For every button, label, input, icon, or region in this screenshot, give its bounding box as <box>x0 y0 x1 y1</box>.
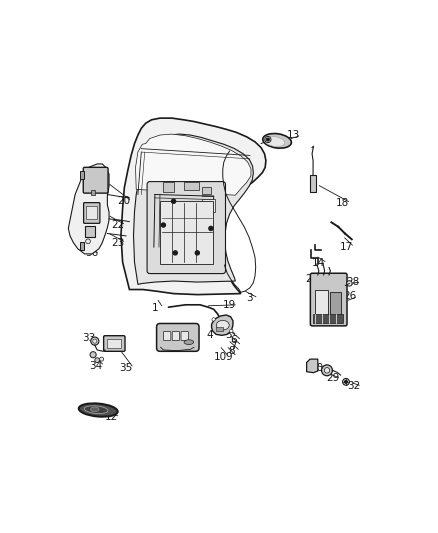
FancyBboxPatch shape <box>84 203 100 223</box>
Text: 36: 36 <box>85 248 98 258</box>
FancyBboxPatch shape <box>181 332 188 341</box>
Ellipse shape <box>85 406 108 414</box>
Text: 29: 29 <box>326 374 339 383</box>
Bar <box>80 242 84 251</box>
Circle shape <box>343 378 350 385</box>
Bar <box>92 190 95 195</box>
Circle shape <box>161 223 166 227</box>
Bar <box>86 206 97 219</box>
Text: 35: 35 <box>119 364 132 373</box>
Bar <box>310 175 316 192</box>
Circle shape <box>345 381 347 383</box>
FancyBboxPatch shape <box>83 167 108 193</box>
Bar <box>160 201 212 264</box>
Bar <box>163 182 173 192</box>
Polygon shape <box>68 164 109 254</box>
Text: 26: 26 <box>343 292 356 301</box>
Text: 23: 23 <box>111 238 124 248</box>
Ellipse shape <box>263 133 291 148</box>
Circle shape <box>90 352 96 358</box>
Text: 22: 22 <box>111 220 124 230</box>
Ellipse shape <box>91 407 99 411</box>
Text: 11: 11 <box>175 334 189 344</box>
Text: 20: 20 <box>117 196 130 206</box>
Text: 30: 30 <box>310 362 323 373</box>
Text: 3: 3 <box>247 293 253 303</box>
Text: 8: 8 <box>229 346 235 357</box>
Bar <box>184 182 199 190</box>
Bar <box>202 187 211 195</box>
Circle shape <box>95 358 99 362</box>
Bar <box>315 289 328 318</box>
Text: 34: 34 <box>89 361 103 371</box>
Circle shape <box>195 251 199 255</box>
Bar <box>107 340 121 348</box>
FancyBboxPatch shape <box>104 336 125 351</box>
Text: 27: 27 <box>305 273 319 284</box>
Text: 9: 9 <box>225 352 232 362</box>
Text: 10: 10 <box>214 352 227 362</box>
Polygon shape <box>121 118 266 295</box>
Text: 28: 28 <box>346 277 360 287</box>
Circle shape <box>93 339 97 343</box>
Circle shape <box>265 136 271 142</box>
Polygon shape <box>135 134 251 195</box>
Bar <box>330 292 341 316</box>
Text: 12: 12 <box>105 412 118 422</box>
Circle shape <box>209 227 213 230</box>
Circle shape <box>172 199 176 203</box>
Circle shape <box>99 357 104 361</box>
FancyBboxPatch shape <box>172 332 180 341</box>
Ellipse shape <box>216 320 229 330</box>
Bar <box>314 314 343 323</box>
Circle shape <box>212 318 215 321</box>
Text: 13: 13 <box>286 130 300 140</box>
Circle shape <box>267 138 269 141</box>
Bar <box>80 171 84 179</box>
Circle shape <box>173 251 177 255</box>
Text: 19: 19 <box>223 300 236 310</box>
Text: 6: 6 <box>230 335 237 345</box>
Circle shape <box>324 368 330 373</box>
Bar <box>85 226 95 237</box>
Text: 4: 4 <box>206 330 213 341</box>
FancyBboxPatch shape <box>163 332 171 341</box>
Polygon shape <box>212 315 233 335</box>
Ellipse shape <box>265 136 285 147</box>
Polygon shape <box>307 359 318 373</box>
FancyBboxPatch shape <box>156 324 199 351</box>
Text: 33: 33 <box>82 333 95 343</box>
Circle shape <box>86 239 90 244</box>
Circle shape <box>91 337 99 345</box>
Text: 17: 17 <box>339 242 353 252</box>
Text: 5: 5 <box>225 330 232 341</box>
Circle shape <box>347 281 352 286</box>
Text: 14: 14 <box>312 258 325 268</box>
Text: 7: 7 <box>230 341 237 351</box>
Ellipse shape <box>184 340 194 344</box>
Ellipse shape <box>79 403 118 417</box>
Text: 18: 18 <box>336 198 349 208</box>
Circle shape <box>230 329 233 333</box>
Text: 36: 36 <box>81 177 95 188</box>
Circle shape <box>321 365 332 376</box>
Bar <box>216 327 223 331</box>
Text: 1: 1 <box>152 303 158 313</box>
Polygon shape <box>134 134 253 285</box>
Bar <box>202 199 215 212</box>
FancyBboxPatch shape <box>147 182 226 273</box>
FancyBboxPatch shape <box>311 273 347 326</box>
Text: 32: 32 <box>347 381 360 391</box>
